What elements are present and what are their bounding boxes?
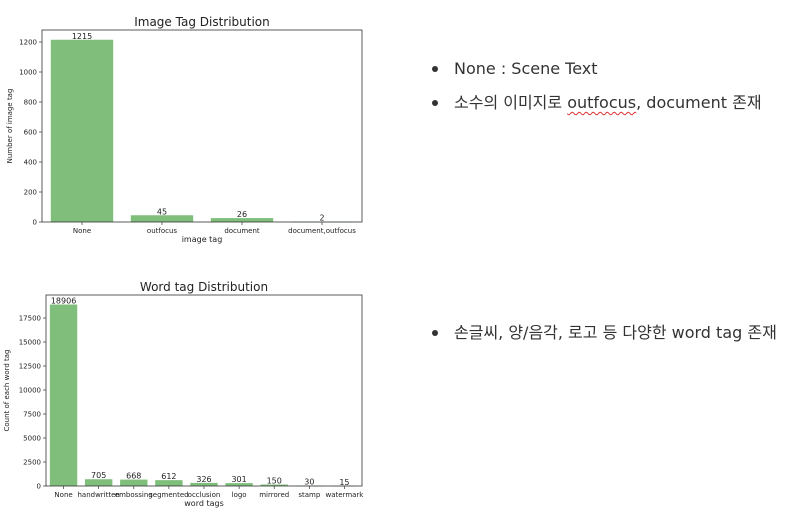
x-tick-label: stamp: [298, 491, 321, 499]
y-tick-label: 2500: [23, 459, 41, 467]
x-tick-label: occlusion: [188, 491, 221, 499]
x-tick-label: embossing: [115, 491, 153, 499]
y-tick-label: 0: [33, 219, 37, 227]
chart-title: Image Tag Distribution: [134, 15, 270, 29]
bar-none: [49, 304, 78, 486]
data-label: 15: [339, 478, 349, 487]
x-tick-label: handwritten: [77, 491, 119, 499]
data-label: 612: [161, 472, 176, 481]
data-label: 668: [126, 472, 141, 481]
y-tick-label: 600: [24, 129, 37, 137]
x-tick-label: watermark: [326, 491, 365, 499]
y-tick-label: 17500: [19, 315, 41, 323]
word-tag-chart: Word tag Distribution 18906 None 705 handwri…: [3, 280, 365, 508]
data-label: 301: [231, 475, 246, 484]
data-label: 18906: [51, 297, 76, 306]
y-tick-label: 800: [24, 99, 37, 107]
x-tick-label: document: [224, 227, 260, 235]
y-axis-label: Count of each word tag: [3, 349, 11, 431]
y-tick-label: 200: [24, 189, 37, 197]
note-item: 소수의 이미지로 outfocus, document 존재: [430, 92, 762, 114]
bar-occlusion: [190, 482, 218, 486]
data-label: 1215: [72, 32, 92, 41]
bar-none: [50, 39, 114, 222]
bar-outfocus: [130, 215, 194, 222]
bar-mirrored: [260, 484, 288, 486]
bullet-dot-icon: [432, 66, 438, 72]
x-axis-label: image tag: [182, 235, 223, 244]
y-tick-label: 7500: [23, 411, 41, 419]
y-tick-label: 1000: [19, 69, 37, 77]
note-item: 손글씨, 양/음각, 로고 등 다양한 word tag 존재: [430, 322, 800, 344]
data-label: 30: [304, 478, 314, 487]
data-label: 2: [319, 214, 324, 223]
data-label: 326: [196, 475, 211, 484]
x-tick-label: document,outfocus: [288, 227, 356, 235]
spellcheck-flagged-word: outfocus: [567, 93, 637, 112]
notes-top: None : Scene Text 소수의 이미지로 outfocus, doc…: [430, 58, 762, 126]
note-text-post: , document 존재: [636, 93, 762, 112]
y-tick-label: 5000: [23, 435, 41, 443]
bar-segmented: [155, 480, 183, 486]
x-tick-label: None: [54, 491, 72, 499]
image-tag-chart: Image Tag Distribution 1215 None 45 outfocus…: [6, 15, 363, 244]
x-tick-label: mirrored: [259, 491, 289, 499]
chart-title: Word tag Distribution: [140, 280, 268, 294]
data-label: 26: [237, 210, 247, 219]
x-tick-label: logo: [232, 491, 247, 499]
data-label: 705: [91, 471, 106, 480]
note-text-pre: 소수의 이미지로: [454, 93, 568, 112]
x-axis-label: word tags: [184, 499, 224, 508]
bar-embossing: [120, 479, 148, 486]
bar-document: [210, 218, 274, 222]
x-tick-label: outfocus: [147, 227, 177, 235]
bullet-dot-icon: [432, 330, 438, 336]
note-text: 손글씨, 양/음각, 로고 등 다양한 word tag 존재: [454, 323, 777, 342]
x-tick-label: None: [73, 227, 91, 235]
bar-handwritten: [84, 479, 113, 486]
note-text: None : Scene Text: [454, 59, 598, 78]
plot-frame: [45, 294, 363, 487]
bullet-dot-icon: [432, 100, 438, 106]
x-tick-label: segmented: [149, 491, 188, 499]
y-tick-label: 12500: [19, 363, 41, 371]
note-item: None : Scene Text: [430, 58, 762, 80]
y-tick-label: 400: [24, 159, 37, 167]
plot-frame: [41, 29, 363, 223]
notes-bottom: 손글씨, 양/음각, 로고 등 다양한 word tag 존재: [430, 322, 800, 356]
y-tick-label: 10000: [19, 387, 41, 395]
y-tick-label: 1200: [19, 39, 37, 47]
bar-logo: [225, 483, 253, 486]
data-label: 150: [267, 477, 282, 486]
y-axis-label: Number of image tag: [6, 89, 14, 164]
data-label: 45: [157, 207, 167, 216]
y-tick-label: 15000: [19, 339, 41, 347]
y-tick-label: 0: [37, 483, 41, 491]
